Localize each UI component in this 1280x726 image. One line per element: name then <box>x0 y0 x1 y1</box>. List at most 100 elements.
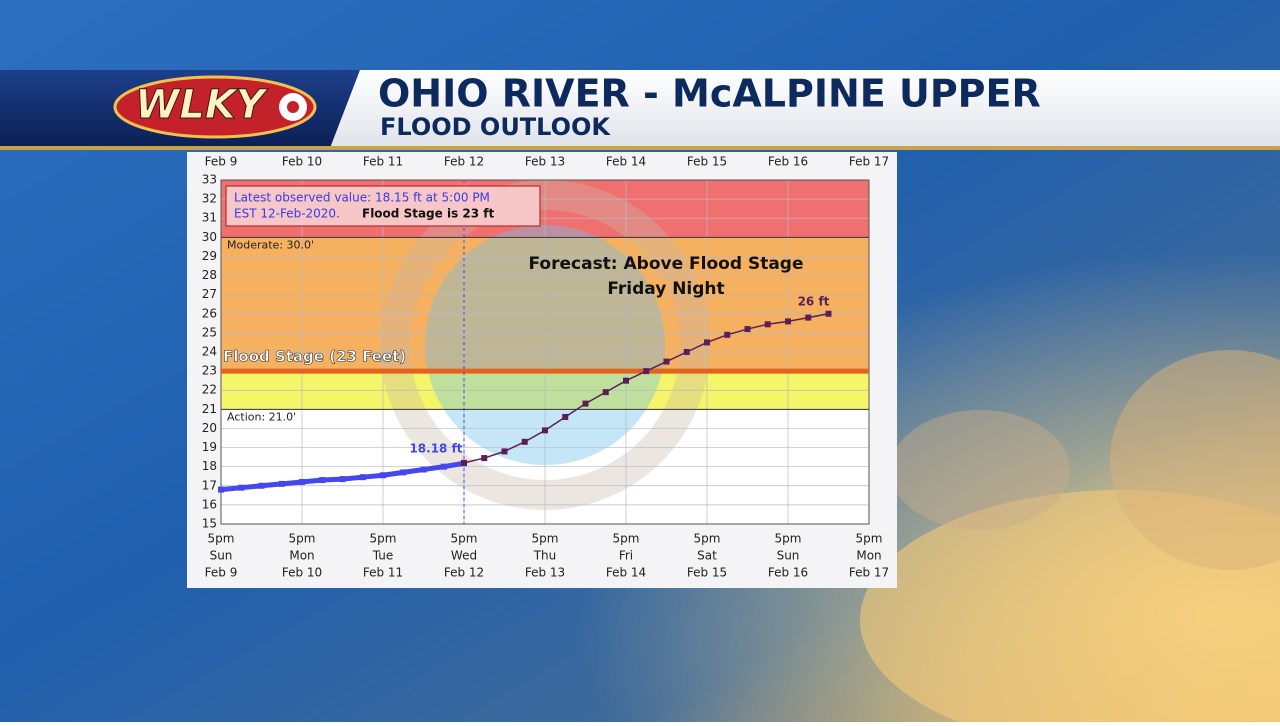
y-tick-label: 17 <box>202 478 217 492</box>
point <box>805 314 812 321</box>
subtitle: FLOOD OUTLOOK <box>380 113 611 141</box>
x-tick-weekday: Mon <box>289 549 314 563</box>
point <box>582 400 589 407</box>
y-tick-label: 21 <box>202 402 217 416</box>
x-tick-time: 5pm <box>370 532 397 546</box>
y-tick-label: 29 <box>202 249 217 263</box>
x-tick-time: 5pm <box>694 532 721 546</box>
x-tick-date: Feb 17 <box>849 566 889 580</box>
point <box>380 472 386 479</box>
point <box>218 486 224 493</box>
point <box>238 484 245 491</box>
x-tick-time: 5pm <box>289 532 316 546</box>
y-tick-label: 19 <box>202 440 217 454</box>
point <box>299 478 305 485</box>
threshold-label: Moderate: 30.0' <box>227 238 314 251</box>
cloud <box>890 410 1070 530</box>
y-tick-label: 33 <box>202 173 217 187</box>
forecast-note: Forecast: Above Flood Stage <box>529 254 804 274</box>
flood-stage-note: Flood Stage is 23 ft <box>362 207 494 221</box>
logo-oval <box>113 75 317 139</box>
header-rule <box>0 146 1280 150</box>
x-tick-date: Feb 11 <box>363 566 403 580</box>
point <box>704 339 710 346</box>
x-tick-date: Feb 9 <box>205 566 238 580</box>
point <box>825 310 832 317</box>
point <box>542 427 548 434</box>
x-tick-time: 5pm <box>532 532 559 546</box>
point <box>400 469 407 476</box>
y-tick-label: 22 <box>202 383 217 397</box>
x-tick-top: Feb 11 <box>363 155 403 169</box>
point <box>521 438 528 445</box>
point <box>501 448 508 455</box>
y-tick-label: 30 <box>202 230 217 244</box>
x-tick-weekday: Mon <box>856 549 881 563</box>
observed-note: Latest observed value: 18.15 ft at 5:00 … <box>234 191 490 205</box>
logo: WLKY <box>135 82 269 128</box>
point <box>643 368 650 375</box>
point <box>339 476 346 483</box>
x-tick-date: Feb 13 <box>525 566 565 580</box>
x-tick-top: Feb 17 <box>849 155 889 169</box>
point <box>764 321 771 328</box>
point <box>744 326 751 333</box>
plot: 15 16 17 18 19 20 21 22 23 24 25 26 27 28 29 30 31 32 33 Fe… <box>202 155 889 580</box>
y-tick-label: 31 <box>202 211 217 225</box>
logo-eye-center <box>287 101 299 113</box>
y-tick-label: 28 <box>202 268 217 282</box>
flood-stage-label: Flood Stage (23 Feet) <box>223 348 406 366</box>
forecast-note: Friday Night <box>607 279 724 299</box>
x-tick-weekday: Thu <box>533 549 557 563</box>
x-tick-date: Feb 12 <box>444 566 484 580</box>
point <box>602 389 609 396</box>
cloud <box>1110 350 1280 570</box>
point <box>359 474 366 481</box>
x-tick-time: 5pm <box>208 532 235 546</box>
y-tick-label: 16 <box>202 497 217 511</box>
x-tick-weekday: Tue <box>372 549 394 563</box>
x-tick-weekday: Sat <box>697 549 717 563</box>
x-tick-time: 5pm <box>775 532 802 546</box>
value-label: 18.18 ft <box>409 442 462 456</box>
x-tick-weekday: Fri <box>619 549 633 563</box>
x-tick-date: Feb 16 <box>768 566 808 580</box>
value-label: 26 ft <box>798 294 830 308</box>
x-tick-time: 5pm <box>613 532 640 546</box>
observed-box <box>225 185 541 227</box>
x-tick-weekday: Wed <box>451 549 477 563</box>
x-tick-time: 5pm <box>856 532 883 546</box>
point <box>724 331 731 338</box>
x-tick-top: Feb 14 <box>606 155 646 169</box>
x-tick-date: Feb 14 <box>606 566 646 580</box>
x-tick-top: Feb 10 <box>282 155 322 169</box>
title: OHIO RIVER - McALPINE UPPER <box>378 72 1041 116</box>
point <box>258 482 265 489</box>
y-tick-label: 15 <box>202 517 217 531</box>
point <box>785 318 791 325</box>
x-tick-top: Feb 16 <box>768 155 808 169</box>
x-tick-weekday: Sun <box>210 549 233 563</box>
point <box>319 477 326 484</box>
point <box>562 413 569 420</box>
point <box>278 480 285 487</box>
observed-note: EST 12-Feb-2020. <box>234 207 340 221</box>
y-tick-label: 23 <box>202 364 217 378</box>
point <box>420 466 427 473</box>
threshold-label: Action: 21.0' <box>227 410 296 423</box>
point <box>623 377 629 384</box>
y-tick-label: 20 <box>202 421 217 435</box>
x-tick-date: Feb 15 <box>687 566 727 580</box>
y-tick-label: 27 <box>202 287 217 301</box>
y-tick-label: 32 <box>202 192 217 206</box>
x-tick-date: Feb 10 <box>282 566 322 580</box>
y-tick-label: 24 <box>202 345 217 359</box>
point <box>481 455 488 462</box>
x-tick-top: Feb 12 <box>444 155 484 169</box>
point <box>663 358 670 365</box>
point <box>683 349 690 355</box>
x-tick-time: 5pm <box>451 532 478 546</box>
y-tick-label: 18 <box>202 459 217 473</box>
